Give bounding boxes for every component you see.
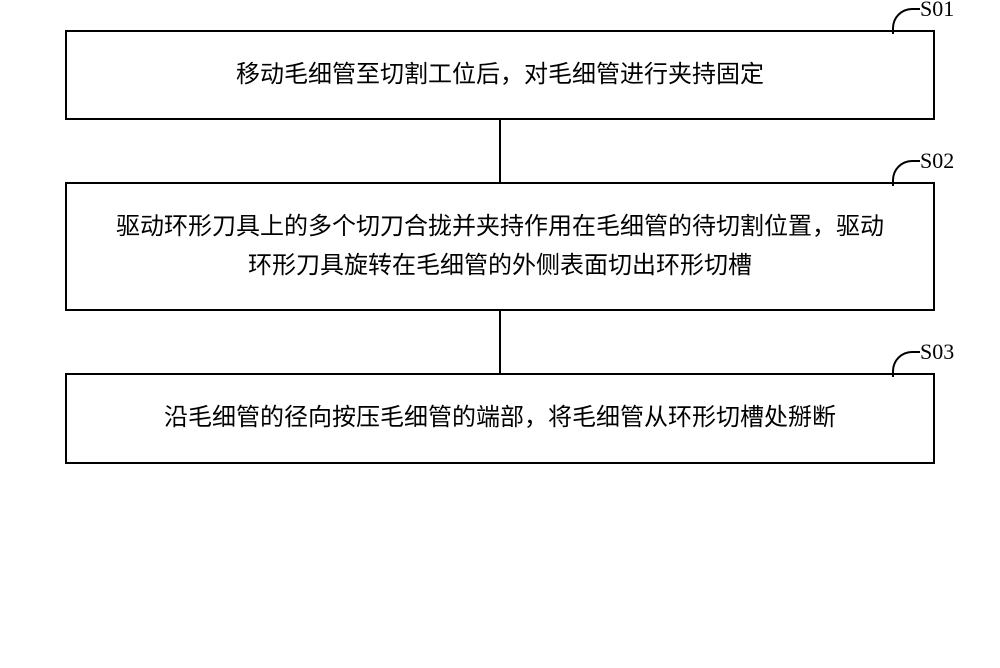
step-box-3: 沿毛细管的径向按压毛细管的端部，将毛细管从环形切槽处掰断	[65, 373, 935, 463]
step-label-1: S01	[892, 0, 942, 30]
connector-2-3	[499, 311, 501, 373]
label-text-2: S02	[920, 148, 954, 174]
step-wrapper-1: S01 移动毛细管至切割工位后，对毛细管进行夹持固定	[50, 30, 950, 120]
flowchart-container: S01 移动毛细管至切割工位后，对毛细管进行夹持固定 S02 驱动环形刀具上的多…	[50, 30, 950, 464]
label-text-3: S03	[920, 339, 954, 365]
label-curve-2: S02	[892, 152, 942, 182]
step-label-3: S03	[892, 343, 942, 373]
step-wrapper-2: S02 驱动环形刀具上的多个切刀合拢并夹持作用在毛细管的待切割位置，驱动环形刀具…	[50, 182, 950, 311]
step-wrapper-3: S03 沿毛细管的径向按压毛细管的端部，将毛细管从环形切槽处掰断	[50, 373, 950, 463]
step-box-2: 驱动环形刀具上的多个切刀合拢并夹持作用在毛细管的待切割位置，驱动环形刀具旋转在毛…	[65, 182, 935, 311]
step-box-1: 移动毛细管至切割工位后，对毛细管进行夹持固定	[65, 30, 935, 120]
step-text-1: 移动毛细管至切割工位后，对毛细管进行夹持固定	[236, 56, 764, 94]
label-text-1: S01	[920, 0, 954, 22]
step-text-2: 驱动环形刀具上的多个切刀合拢并夹持作用在毛细管的待切割位置，驱动环形刀具旋转在毛…	[107, 208, 893, 285]
label-curve-3: S03	[892, 343, 942, 373]
label-curve-1: S01	[892, 0, 942, 30]
step-label-2: S02	[892, 152, 942, 182]
step-text-3: 沿毛细管的径向按压毛细管的端部，将毛细管从环形切槽处掰断	[164, 399, 836, 437]
connector-1-2	[499, 120, 501, 182]
